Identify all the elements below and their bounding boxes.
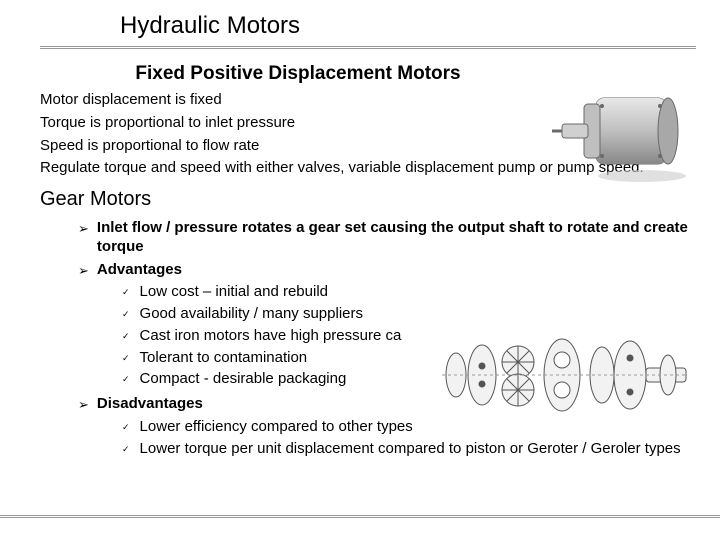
list-item-label: Cast iron motors have high pressure ca: [140, 327, 402, 346]
check-icon: ✓: [122, 444, 130, 455]
list-item-label: Disadvantages: [97, 395, 203, 414]
section-heading: Gear Motors: [40, 188, 696, 211]
page-title: Hydraulic Motors: [40, 12, 696, 40]
check-icon: ✓: [122, 374, 130, 385]
check-icon: ✓: [122, 287, 130, 298]
list-item-label: Inlet flow / pressure rotates a gear set…: [97, 219, 696, 257]
list-item: ➢ Advantages: [78, 261, 696, 280]
list-item-label: Tolerant to contamination: [140, 349, 308, 368]
list-item: ✓ Low cost – initial and rebuild: [122, 283, 696, 302]
chevron-right-icon: ➢: [78, 221, 89, 237]
chevron-right-icon: ➢: [78, 263, 89, 279]
list-item-label: Lower torque per unit displacement compa…: [140, 440, 681, 459]
list-item-label: Low cost – initial and rebuild: [140, 283, 328, 302]
check-icon: ✓: [122, 309, 130, 320]
list-item: ➢ Inlet flow / pressure rotates a gear s…: [78, 219, 696, 257]
list-item-label: Compact - desirable packaging: [140, 370, 347, 389]
divider-bottom: [0, 515, 720, 518]
divider-top: [40, 46, 696, 49]
motor-image: [552, 74, 692, 184]
list-item-label: Lower efficiency compared to other types: [140, 418, 413, 437]
list-item-label: Advantages: [97, 261, 182, 280]
check-icon: ✓: [122, 353, 130, 364]
list-item: ✓ Lower torque per unit displacement com…: [122, 440, 696, 459]
gear-exploded-image: [432, 310, 692, 440]
chevron-right-icon: ➢: [78, 397, 89, 413]
check-icon: ✓: [122, 331, 130, 342]
check-icon: ✓: [122, 422, 130, 433]
list-item-label: Good availability / many suppliers: [140, 305, 363, 324]
